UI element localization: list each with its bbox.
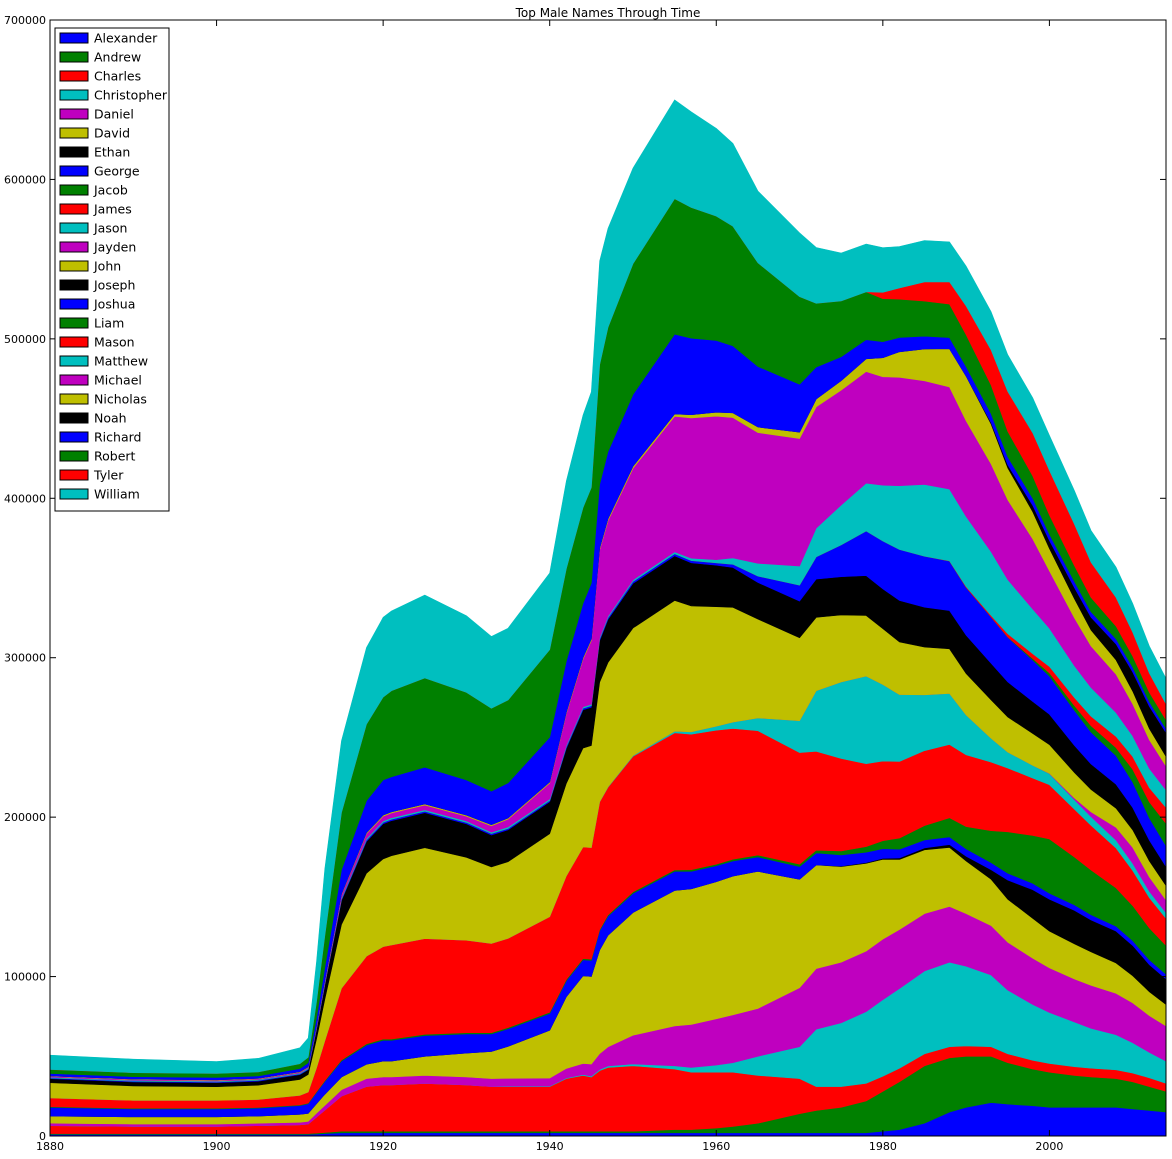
legend-label-tyler: Tyler xyxy=(93,468,124,483)
legend-swatch-john xyxy=(59,260,89,272)
legend-swatch-tyler xyxy=(59,469,89,481)
legend-swatch-charles xyxy=(59,70,89,82)
x-tick-label: 1940 xyxy=(536,1140,564,1153)
x-tick-label: 1900 xyxy=(203,1140,231,1153)
legend-swatch-joseph xyxy=(59,279,89,291)
legend-label-george: George xyxy=(94,164,140,179)
x-tick-label: 2000 xyxy=(1035,1140,1063,1153)
legend-swatch-joshua xyxy=(59,298,89,310)
legend-label-michael: Michael xyxy=(94,373,142,388)
legend-swatch-nicholas xyxy=(59,393,89,405)
y-tick-label: 400000 xyxy=(4,492,46,505)
legend-label-nicholas: Nicholas xyxy=(94,392,147,407)
y-tick-label: 200000 xyxy=(4,811,46,824)
y-tick-label: 100000 xyxy=(4,971,46,984)
legend-swatch-jayden xyxy=(59,241,89,253)
legend-label-joseph: Joseph xyxy=(93,278,135,293)
legend-label-ethan: Ethan xyxy=(94,145,130,160)
x-tick-label: 1920 xyxy=(369,1140,397,1153)
y-tick-label: 0 xyxy=(39,1130,46,1143)
x-tick-label: 1880 xyxy=(36,1140,64,1153)
legend-label-noah: Noah xyxy=(94,411,127,426)
y-tick-label: 600000 xyxy=(4,173,46,186)
legend-label-david: David xyxy=(94,126,130,141)
legend-label-liam: Liam xyxy=(94,316,124,331)
legend-label-christopher: Christopher xyxy=(94,88,168,103)
legend-label-james: James xyxy=(93,202,132,217)
legend-swatch-george xyxy=(59,165,89,177)
axes-layer: 1880 1900 1920 1940 1960 1980 2000 0 100000 20000… xyxy=(4,14,1166,1153)
y-tick-label: 500000 xyxy=(4,333,46,346)
legend-swatch-mason xyxy=(59,336,89,348)
legend-label-andrew: Andrew xyxy=(94,50,141,65)
legend-label-alexander: Alexander xyxy=(94,31,158,46)
legend-label-robert: Robert xyxy=(94,449,136,464)
area-layer xyxy=(49,99,1167,1137)
legend-label-john: John xyxy=(93,259,121,274)
legend-swatch-jacob xyxy=(59,184,89,196)
legend-label-jayden: Jayden xyxy=(93,240,136,255)
legend-swatch-jason xyxy=(59,222,89,234)
legend-swatch-noah xyxy=(59,412,89,424)
legend-label-richard: Richard xyxy=(94,430,141,445)
legend-swatch-michael xyxy=(59,374,89,386)
legend-swatch-alexander xyxy=(59,32,89,44)
legend-swatch-ethan xyxy=(59,146,89,158)
legend: Alexander Andrew Charles Christopher Daniel D… xyxy=(54,27,170,512)
legend-label-daniel: Daniel xyxy=(94,107,134,122)
legend-label-william: William xyxy=(94,487,140,502)
plot-frame xyxy=(49,19,1167,1137)
legend-swatch-james xyxy=(59,203,89,215)
legend-label-jacob: Jacob xyxy=(93,183,128,198)
legend-swatch-robert xyxy=(59,450,89,462)
chart-title: Top Male Names Through Time xyxy=(515,6,701,20)
legend-swatch-liam xyxy=(59,317,89,329)
legend-label-joshua: Joshua xyxy=(93,297,135,312)
y-tick-label: 300000 xyxy=(4,652,46,665)
legend-swatch-david xyxy=(59,127,89,139)
legend-swatch-andrew xyxy=(59,51,89,63)
legend-label-charles: Charles xyxy=(94,69,141,84)
x-tick-label: 1960 xyxy=(702,1140,730,1153)
legend-label-jason: Jason xyxy=(93,221,127,236)
legend-label-matthew: Matthew xyxy=(94,354,148,369)
legend-swatch-daniel xyxy=(59,108,89,120)
x-tick-label: 1980 xyxy=(869,1140,897,1153)
legend-swatch-richard xyxy=(59,431,89,443)
legend-swatch-matthew xyxy=(59,355,89,367)
legend-swatch-christopher xyxy=(59,89,89,101)
legend-swatch-william xyxy=(59,488,89,500)
y-tick-label: 700000 xyxy=(4,14,46,27)
legend-label-mason: Mason xyxy=(94,335,135,350)
